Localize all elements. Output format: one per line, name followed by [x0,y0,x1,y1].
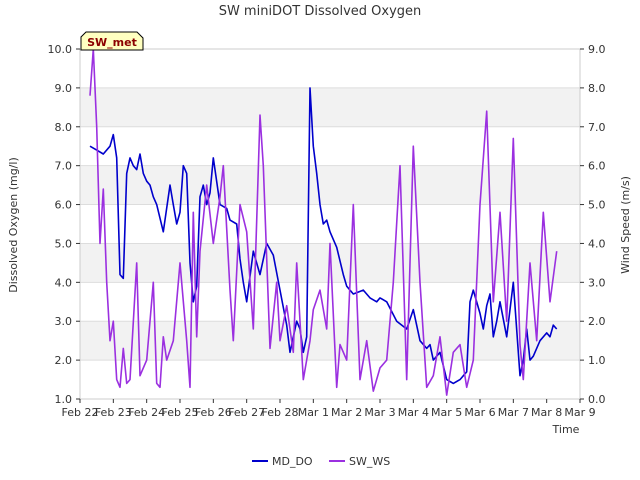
y-left-tick-label: 8.0 [55,121,73,134]
y-axis-right-label: Wind Speed (m/s) [619,176,632,274]
y-left-tick-label: 1.0 [55,393,73,406]
x-tick-label: Feb 23 [95,406,132,419]
y-axis-right: 0.0 1.0 2.0 3.0 4.0 5.0 6.0 7.0 8.0 9.0 [580,43,606,406]
x-tick-label: Mar 4 [398,406,429,419]
y-right-tick-label: 1.0 [588,354,606,367]
x-tick-label: Feb 24 [128,406,165,419]
series-line-md-do [89,87,558,385]
station-badge: SW_met [80,31,144,51]
y-right-tick-label: 4.0 [588,237,606,250]
x-tick-label: Mar 1 [298,406,329,419]
legend-label-sw-ws: SW_WS [349,455,390,468]
x-tick-label: Mar 9 [564,406,595,419]
x-axis-label: Time [552,423,580,436]
chart-title: SW miniDOT Dissolved Oxygen [219,4,422,19]
y-right-tick-label: 9.0 [588,43,606,56]
y-right-tick-label: 0.0 [588,393,606,406]
x-tick-label: Mar 2 [331,406,362,419]
y-right-tick-label: 6.0 [588,160,606,173]
x-tick-label: Mar 3 [364,406,395,419]
y-left-tick-label: 4.0 [55,276,73,289]
x-tick-label: Feb 28 [262,406,299,419]
x-tick-label: Mar 5 [431,406,462,419]
x-tick-label: Feb 26 [195,406,232,419]
y-right-tick-label: 8.0 [588,82,606,95]
y-right-tick-label: 7.0 [588,121,606,134]
x-tick-label: Mar 8 [531,406,562,419]
series-line-sw-ws [89,48,558,396]
legend-label-md-do: MD_DO [272,455,313,468]
legend: MD_DO SW_WS [252,455,390,468]
y-axis-left-label: Dissolved Oxygen (mg/l) [7,157,20,292]
y-right-tick-label: 2.0 [588,315,606,328]
station-badge-box [80,31,144,51]
series-layer [89,48,558,396]
grid-band [80,165,580,205]
y-left-tick-label: 10.0 [48,43,73,56]
y-right-tick-label: 5.0 [588,199,606,212]
x-tick-label: Mar 6 [464,406,495,419]
x-tick-label: Mar 7 [498,406,529,419]
y-left-tick-label: 3.0 [55,315,73,328]
station-badge-label: SW_met [87,36,137,49]
x-tick-label: Feb 25 [162,406,199,419]
plot-frame [79,48,581,400]
y-left-tick-label: 2.0 [55,354,73,367]
y-left-tick-label: 5.0 [55,237,73,250]
y-left-tick-label: 6.0 [55,199,73,212]
y-right-tick-label: 3.0 [588,276,606,289]
y-left-tick-label: 9.0 [55,82,73,95]
x-tick-label: Feb 22 [62,406,99,419]
y-axis-left: 1.0 2.0 3.0 4.0 5.0 6.0 7.0 8.0 9.0 10.0 [48,43,80,406]
y-left-tick-label: 7.0 [55,160,73,173]
grid-band [80,87,580,127]
x-tick-label: Feb 27 [228,406,265,419]
